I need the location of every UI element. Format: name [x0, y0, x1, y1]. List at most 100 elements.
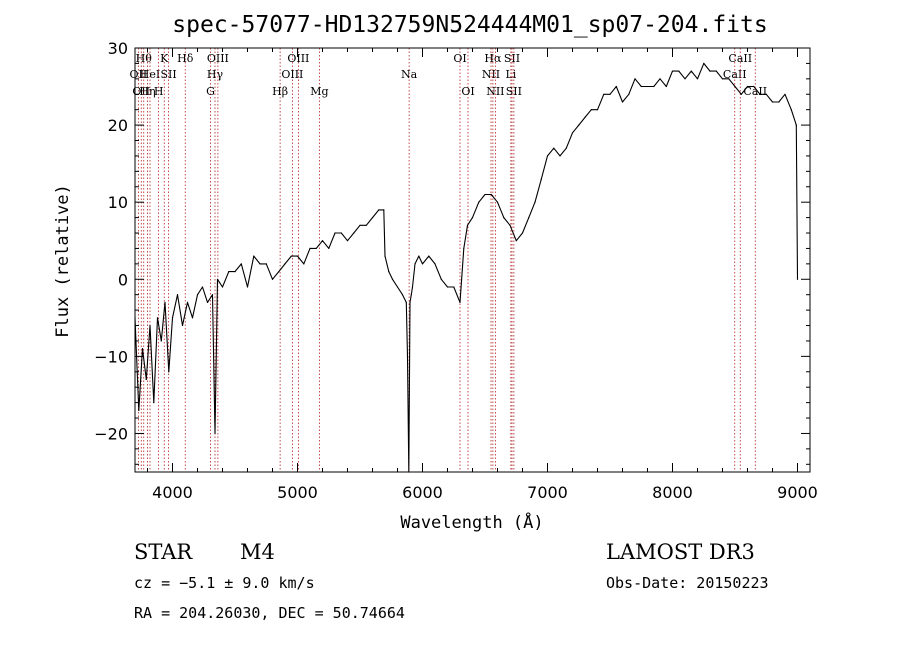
data-point-76 — [509, 224, 511, 226]
data-point-74 — [496, 201, 499, 203]
y-tick-label-2: 0 — [118, 270, 128, 289]
data-point-70 — [471, 217, 474, 219]
data-point-49 — [388, 271, 390, 273]
line-label-3: Hη — [139, 85, 155, 98]
line-label-24: SII — [506, 85, 522, 98]
y-axis: −20 −10 0 10 20 30 — [94, 39, 810, 465]
data-point-39 — [334, 232, 336, 234]
data-point-97 — [640, 85, 642, 88]
data-point-59 — [414, 263, 416, 265]
data-point-41 — [346, 240, 349, 242]
observation-date: Obs-Date: 20150223 — [606, 574, 769, 592]
data-point-118 — [771, 101, 774, 103]
data-point-83 — [553, 147, 555, 149]
series-line-0 — [134, 62, 799, 473]
redshift-info: cz = −5.1 ± 9.0 km/s — [134, 574, 315, 592]
data-point-68 — [463, 247, 465, 249]
data-point-95 — [628, 93, 630, 95]
coordinates: RA = 204.26030, DEC = 50.74664 — [134, 604, 405, 622]
data-point-27 — [259, 263, 261, 265]
line-label-6: K — [160, 52, 169, 65]
y-axis-label: Flux (relative) — [53, 184, 73, 338]
data-point-52 — [401, 294, 404, 296]
data-point-72 — [484, 193, 486, 196]
data-point-67 — [459, 301, 461, 303]
line-label-16: Na — [401, 68, 418, 81]
data-point-106 — [696, 78, 699, 80]
data-point-64 — [440, 278, 442, 280]
chart-title: spec-57077-HD132759N524444M01_sp07-204.f… — [172, 12, 767, 38]
data-point-80 — [534, 201, 536, 203]
data-point-82 — [546, 155, 549, 157]
data-point-6 — [156, 317, 159, 319]
data-point-107 — [703, 62, 705, 64]
data-point-104 — [684, 78, 686, 80]
x-tick-label-5: 9000 — [777, 483, 818, 502]
data-point-35 — [309, 247, 311, 249]
data-point-28 — [265, 263, 267, 265]
data-point-60 — [418, 255, 420, 257]
x-tick-label-0: 4000 — [152, 483, 193, 502]
line-label-2: Hθ — [136, 52, 153, 65]
line-label-7: SII — [161, 68, 177, 81]
data-point-11 — [176, 294, 179, 296]
data-point-96 — [634, 78, 636, 80]
data-point-1 — [138, 409, 140, 411]
data-point-109 — [715, 70, 717, 72]
data-point-81 — [540, 178, 542, 180]
line-label-19: NII — [482, 68, 500, 81]
data-point-54 — [406, 355, 409, 357]
data-point-65 — [446, 286, 449, 288]
data-point-22 — [228, 271, 230, 273]
y-tick-label-4: 20 — [108, 116, 128, 135]
data-point-116 — [759, 93, 761, 95]
data-point-18 — [211, 294, 214, 296]
data-point-99 — [653, 85, 655, 88]
data-point-78 — [521, 232, 524, 234]
data-point-105 — [690, 70, 692, 72]
data-point-56 — [409, 301, 411, 303]
line-label-0: OII — [130, 68, 148, 81]
x-tick-label-1: 5000 — [277, 483, 318, 502]
object-class: STAR — [134, 540, 193, 564]
line-label-11: OIII — [207, 52, 229, 65]
data-point-89 — [590, 109, 592, 111]
series-group — [134, 62, 799, 473]
data-point-33 — [296, 255, 299, 257]
data-point-8 — [164, 301, 166, 303]
data-point-42 — [353, 232, 355, 234]
data-point-34 — [303, 263, 305, 265]
data-point-85 — [565, 147, 567, 149]
data-point-88 — [584, 116, 586, 118]
data-point-25 — [246, 286, 249, 288]
line-label-13: OIII — [281, 68, 303, 81]
data-point-110 — [721, 78, 724, 80]
line-label-9: G — [206, 85, 215, 98]
data-point-62 — [428, 255, 430, 257]
line-label-14: OIII — [287, 52, 309, 65]
data-point-48 — [384, 255, 386, 257]
data-point-101 — [665, 85, 667, 88]
data-point-120 — [784, 93, 786, 95]
line-markers: OIIOIIHθHηHeIHKSIIHδGHγOIIIHβOIIIOIIIMgN… — [130, 48, 767, 472]
data-point-103 — [678, 70, 680, 72]
data-point-43 — [359, 224, 361, 226]
line-label-20: Hα — [484, 52, 502, 65]
data-point-17 — [206, 301, 209, 303]
data-point-26 — [253, 255, 255, 257]
data-point-114 — [746, 85, 749, 88]
data-point-20 — [216, 278, 219, 280]
data-point-122 — [795, 124, 797, 126]
data-point-119 — [778, 101, 780, 103]
data-point-15 — [196, 294, 199, 296]
data-point-102 — [671, 70, 674, 72]
data-point-47 — [383, 209, 385, 211]
data-point-108 — [709, 70, 711, 72]
data-point-45 — [371, 217, 374, 219]
data-point-44 — [365, 224, 367, 226]
data-point-9 — [168, 371, 170, 373]
data-point-24 — [240, 263, 242, 265]
data-point-94 — [621, 101, 624, 103]
line-label-22: Li — [505, 68, 516, 81]
data-point-115 — [753, 85, 755, 88]
